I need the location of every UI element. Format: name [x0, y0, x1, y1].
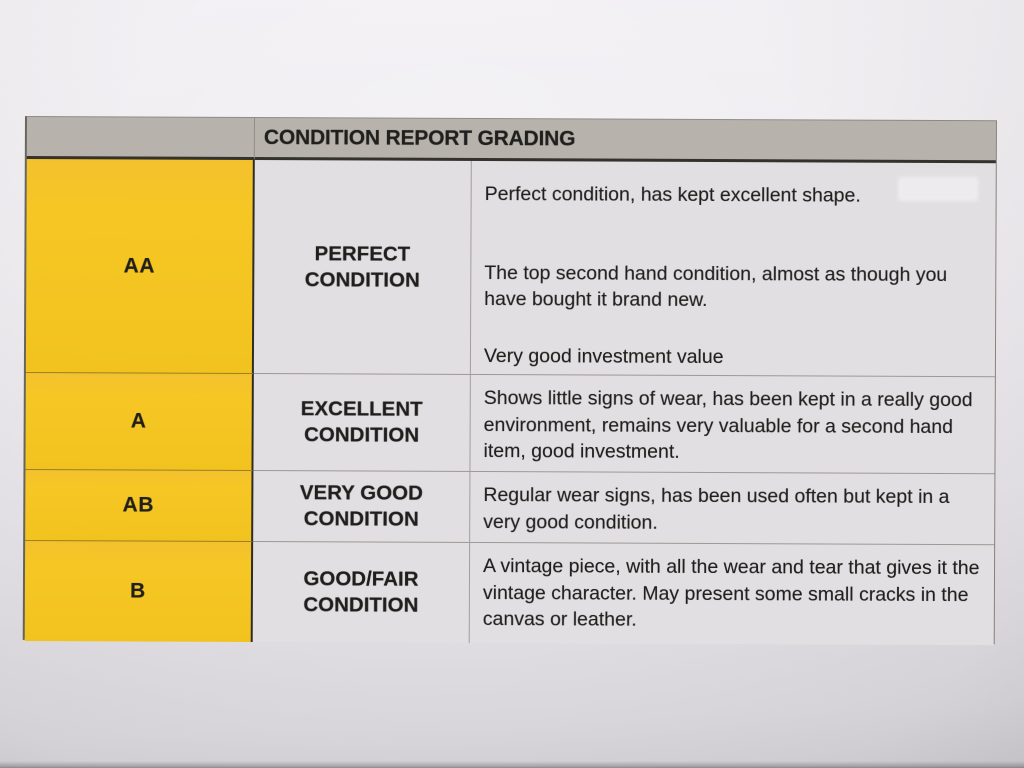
grade-cell-a: A — [25, 372, 254, 471]
condition-label-ab: VERY GOOD CONDITION — [299, 481, 423, 531]
grade-text-a: A — [130, 409, 147, 433]
grade-text-aa: AA — [123, 253, 156, 278]
description-paragraph: Shows little signs of wear, has been kep… — [483, 387, 973, 463]
description-cell-ab: Regular wear signs, has been used often … — [470, 470, 995, 545]
grade-text-b: B — [129, 579, 146, 603]
grade-cell-ab: AB — [25, 469, 254, 541]
condition-label-cell-ab: VERY GOOD CONDITION — [253, 470, 471, 542]
description-cell-b: A vintage piece, with all the wear and t… — [469, 541, 995, 646]
description-cell-aa: Perfect condition, has kept excellent sh… — [470, 160, 996, 377]
condition-label-b: GOOD/FAIR CONDITION — [303, 567, 419, 617]
description-paragraph: The top second hand condition, almost as… — [484, 261, 948, 311]
condition-label-cell-a: EXCELLENT CONDITION — [253, 373, 471, 471]
description-paragraph: Perfect condition, has kept excellent sh… — [484, 183, 861, 207]
condition-label-a: EXCELLENT CONDITION — [300, 397, 423, 447]
condition-label-cell-b: GOOD/FAIR CONDITION — [252, 540, 471, 643]
description-paragraph: Very good investment value — [483, 344, 724, 368]
description-cell-a: Shows little signs of wear, has been kep… — [470, 373, 995, 474]
grade-cell-aa: AA — [25, 159, 255, 374]
condition-label-aa: PERFECT CONDITION — [304, 241, 420, 292]
table-title: CONDITION REPORT GRADING — [254, 118, 996, 164]
table-title-text: CONDITION REPORT GRADING — [263, 125, 576, 150]
paper-bottom-edge — [0, 761, 1024, 768]
grade-text-ab: AB — [122, 493, 155, 517]
condition-grading-table: CONDITION REPORT GRADING AA PERFECT COND… — [22, 116, 997, 646]
description-paragraph: A vintage piece, with all the wear and t… — [482, 555, 980, 631]
header-spacer-cell — [26, 117, 255, 161]
condition-label-cell-aa: PERFECT CONDITION — [253, 160, 472, 374]
grade-cell-b: B — [24, 540, 254, 642]
description-paragraph: Regular wear signs, has been used often … — [483, 484, 950, 534]
